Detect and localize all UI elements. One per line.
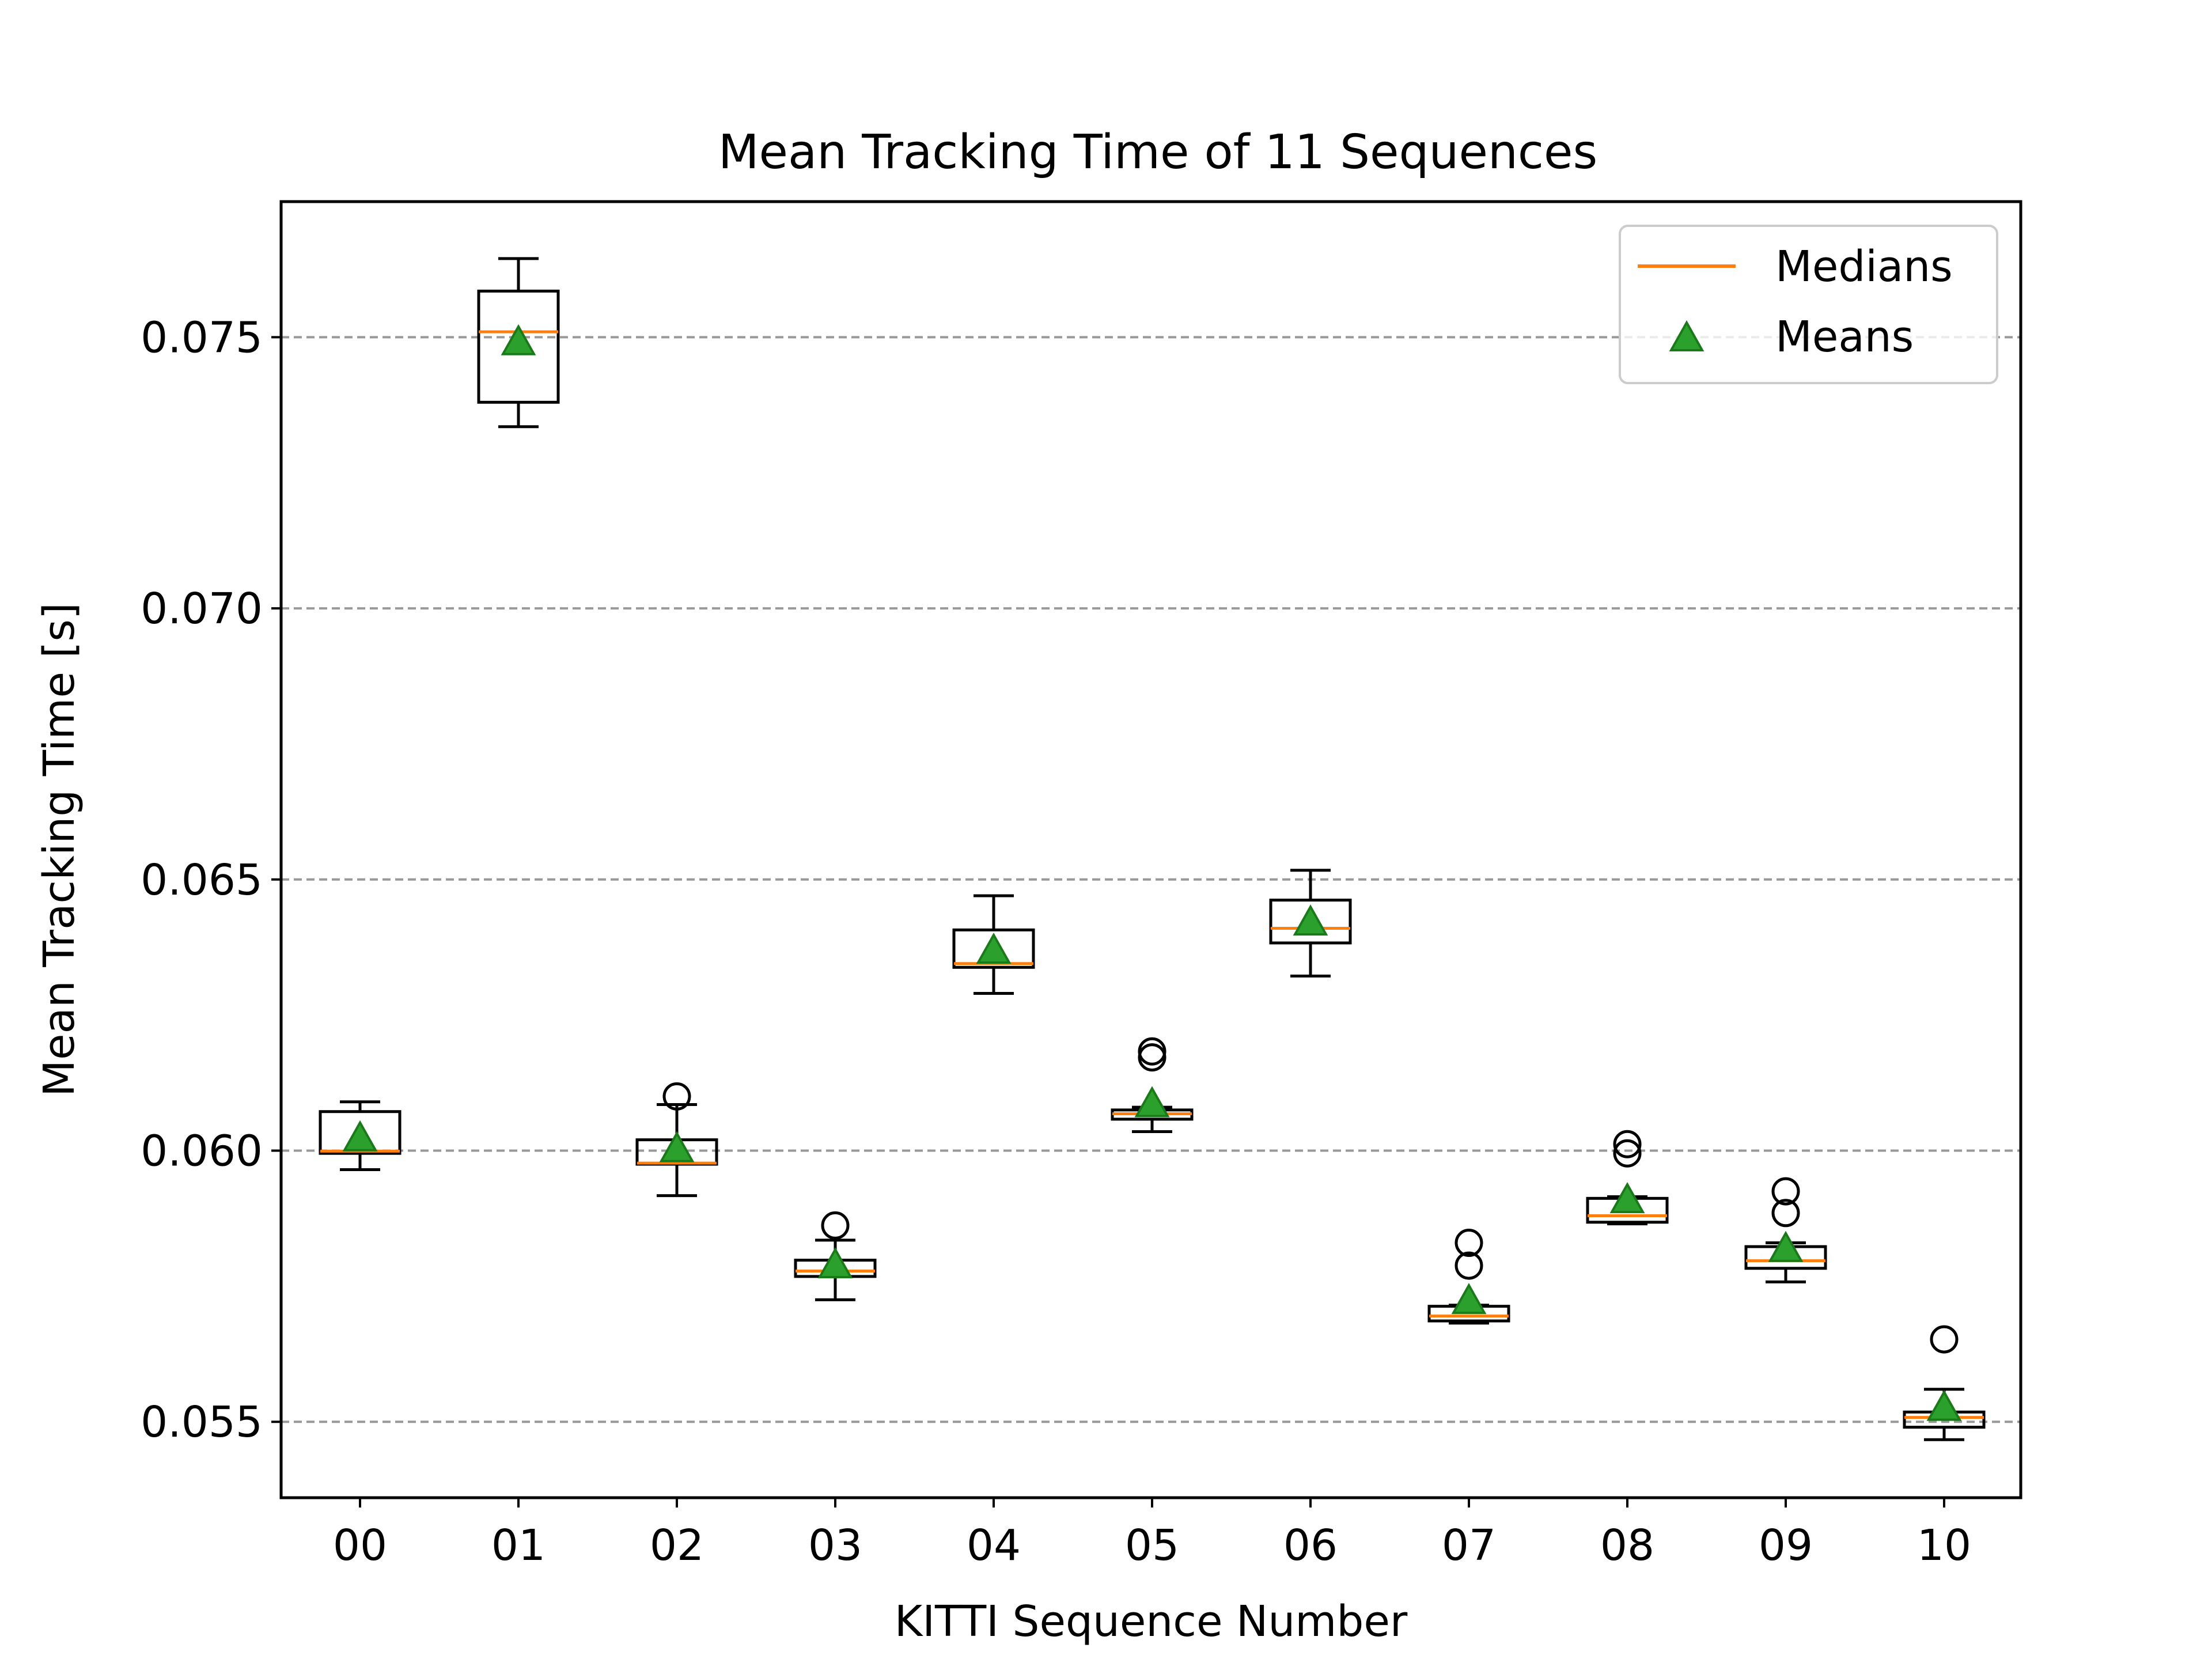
- outlier-point: [1613, 1130, 1642, 1158]
- box-group-09: [1744, 1177, 1827, 1283]
- outlier-point: [1455, 1251, 1483, 1280]
- x-axis-ticks: 00 01 02 03 04 05 06 07 08 09 10: [333, 1498, 1971, 1570]
- x-tick-label: 09: [1759, 1521, 1813, 1570]
- y-tick-label: 0.070: [141, 584, 263, 634]
- box-group-00: [319, 1100, 402, 1171]
- y-tick-label: 0.075: [141, 313, 263, 362]
- x-tick-label: 10: [1917, 1521, 1971, 1570]
- box-group-04: [952, 894, 1035, 995]
- x-tick-label: 03: [808, 1521, 862, 1570]
- mean-marker: [1293, 904, 1328, 936]
- legend: Medians Means: [1619, 225, 1998, 384]
- y-tick-label: 0.060: [141, 1126, 263, 1176]
- boxes: [319, 257, 1986, 1441]
- box-group-07: [1427, 1229, 1510, 1325]
- x-tick-label: 05: [1125, 1521, 1179, 1570]
- mean-marker: [342, 1120, 378, 1152]
- iqr-box: [952, 928, 1035, 969]
- mean-marker: [1451, 1283, 1487, 1315]
- x-tick-label: 08: [1600, 1521, 1654, 1570]
- box-group-08: [1586, 1130, 1669, 1226]
- outlier-point: [1771, 1177, 1800, 1206]
- iqr-box: [319, 1110, 402, 1155]
- y-tick-label: 0.055: [141, 1397, 263, 1447]
- x-tick-label: 07: [1442, 1521, 1496, 1570]
- y-tick-label: 0.065: [141, 855, 263, 905]
- legend-medians-label: Medians: [1775, 242, 1953, 291]
- mean-marker: [817, 1247, 853, 1279]
- outlier-point: [662, 1082, 691, 1111]
- chart-title: Mean Tracking Time of 11 Sequences: [718, 125, 1597, 180]
- box-group-03: [794, 1211, 877, 1301]
- outlier-point: [821, 1211, 850, 1240]
- y-axis-ticks: 0.055 0.060 0.065 0.070 0.075: [141, 313, 281, 1447]
- mean-marker: [1134, 1086, 1170, 1118]
- mean-marker: [976, 932, 1012, 964]
- box-group-05: [1111, 1037, 1194, 1134]
- x-tick-label: 01: [491, 1521, 546, 1570]
- x-axis-label: KITTI Sequence Number: [895, 1597, 1408, 1646]
- outlier-point: [1771, 1199, 1800, 1228]
- x-tick-label: 06: [1283, 1521, 1338, 1570]
- outlier-point: [1138, 1037, 1166, 1066]
- mean-marker: [1768, 1230, 1804, 1262]
- outlier-point: [1613, 1139, 1642, 1168]
- box-group-10: [1903, 1325, 1986, 1441]
- outlier-point: [1930, 1325, 1959, 1354]
- x-tick-label: 00: [333, 1521, 387, 1570]
- mean-marker: [501, 324, 536, 355]
- box-group-06: [1269, 869, 1352, 978]
- mean-marker: [1926, 1389, 1962, 1421]
- x-tick-label: 04: [967, 1521, 1021, 1570]
- x-tick-label: 02: [650, 1521, 704, 1570]
- legend-means-label: Means: [1775, 312, 1914, 362]
- mean-marker: [659, 1131, 695, 1162]
- iqr-box: [477, 289, 560, 404]
- outlier-point: [1455, 1229, 1483, 1257]
- legend-mean-swatch: [1669, 320, 1705, 351]
- box-group-02: [635, 1082, 718, 1198]
- box-group-01: [477, 257, 560, 429]
- mean-marker: [1609, 1182, 1645, 1214]
- y-axis-label: Mean Tracking Time [s]: [35, 603, 84, 1097]
- iqr-box: [1269, 899, 1352, 945]
